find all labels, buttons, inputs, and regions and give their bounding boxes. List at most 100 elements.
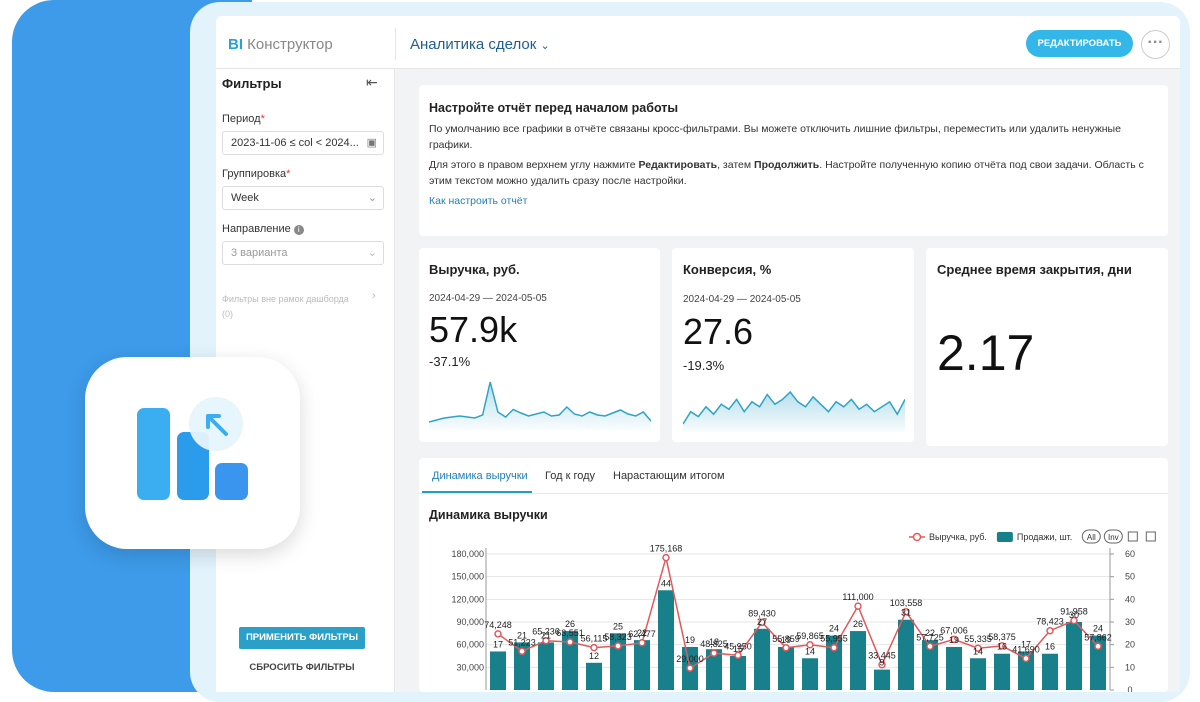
point-label: 62,477 (628, 629, 656, 639)
bar (490, 651, 506, 690)
bar-label: 14 (805, 646, 815, 656)
toolbox-icon (1128, 532, 1137, 541)
point (495, 631, 501, 637)
logo: BI Конструктор (228, 36, 333, 53)
sparkline (429, 378, 651, 430)
reset-button[interactable]: СБРОСИТЬ ФИЛЬТРЫ (239, 662, 365, 673)
bar (802, 658, 818, 690)
kpi-title: Конверсия, % (683, 262, 771, 277)
filter-select[interactable]: Week⌄ (222, 186, 384, 210)
point-label: 41,690 (1012, 645, 1040, 655)
bar (730, 656, 746, 690)
filter-value: Week (231, 192, 259, 204)
kpi-period: 2024-04-29 — 2024-05-05 (429, 293, 547, 304)
point (855, 603, 861, 609)
point (567, 639, 573, 645)
sparkline-area (429, 382, 651, 430)
filter-label-text: Группировка (222, 168, 286, 180)
filter-label: Период* (222, 113, 265, 125)
y-tick-label: 120,000 (451, 594, 484, 604)
kpi-value: 27.6 (683, 311, 753, 353)
bar (898, 620, 914, 690)
point (687, 665, 693, 671)
point (519, 648, 525, 654)
point (639, 640, 645, 646)
point (927, 643, 933, 649)
bar (754, 629, 770, 690)
point-label: 111,000 (842, 592, 873, 602)
app-icon-graphic (85, 357, 300, 549)
filter-value: 2023-11-06 ≤ col < 2024... (231, 137, 359, 149)
bar (778, 647, 794, 690)
kpi-title: Среднее время закрытия, дни (937, 262, 1132, 277)
y-tick-label: 180,000 (451, 549, 484, 559)
help-link[interactable]: Как настроить отчёт (429, 195, 527, 207)
text: , затем (717, 159, 754, 171)
outside-filters[interactable]: Фильтры вне рамок дашборда(0) (222, 292, 349, 322)
kpi-period: 2024-04-29 — 2024-05-05 (683, 294, 801, 305)
legend-label: Выручка, руб. (929, 532, 987, 542)
y2-tick-label: 10 (1125, 662, 1135, 672)
report-select[interactable]: Аналитика сделок ⌄ (410, 36, 550, 53)
legend-button-label: All (1087, 533, 1096, 542)
point-label: 45,950 (724, 641, 752, 651)
bar (970, 658, 986, 690)
filter-input[interactable]: 2023-11-06 ≤ col < 2024...▣ (222, 131, 384, 155)
app-icon (85, 357, 300, 549)
filter-label-text: Направление (222, 223, 291, 235)
info-text: Для этого в правом верхнем углу нажмите … (429, 157, 1159, 189)
logo-bi: BI (228, 36, 243, 53)
edit-button[interactable]: РЕДАКТИРОВАТЬ (1026, 30, 1133, 57)
bar-label: 25 (613, 621, 623, 631)
bar (538, 642, 554, 690)
sidebar-title: Фильтры (222, 76, 282, 91)
point-label: 175,168 (650, 544, 683, 554)
outside-count: (0) (222, 307, 349, 322)
point (1023, 656, 1029, 662)
bar-label: 44 (661, 578, 671, 588)
bar-label: 17 (493, 639, 503, 649)
more-button[interactable]: ··· (1141, 30, 1170, 59)
bar-label: 12 (589, 651, 599, 661)
point-label: 103,558 (890, 598, 923, 608)
outside-label: Фильтры вне рамок дашборда (222, 292, 349, 307)
y-tick-label: 30,000 (456, 662, 484, 672)
bold-text: Продолжить (754, 159, 819, 171)
chart: 30,00060,00090,000120,000150,000180,0000… (419, 458, 1168, 692)
filter-label: Группировка* (222, 168, 290, 180)
legend-swatch (997, 532, 1013, 542)
bar (1066, 622, 1082, 690)
y2-tick-label: 20 (1125, 640, 1135, 650)
bar (1042, 654, 1058, 690)
collapse-button[interactable]: ⇤ (366, 74, 378, 91)
kpi-value: 2.17 (937, 324, 1034, 382)
point (1095, 643, 1101, 649)
filter-select[interactable]: 3 варианта⌄ (222, 241, 384, 265)
y-tick-label: 60,000 (456, 640, 484, 650)
bar (658, 590, 674, 690)
point (1047, 628, 1053, 634)
bar (850, 631, 866, 690)
y2-tick-label: 30 (1125, 617, 1135, 627)
point (615, 643, 621, 649)
point (783, 645, 789, 651)
kpi-change: -37.1% (429, 354, 470, 369)
bold-text: Редактировать (639, 159, 718, 171)
point (591, 645, 597, 651)
point (663, 555, 669, 561)
required-mark: * (261, 113, 265, 125)
text: Для этого в правом верхнем углу нажмите (429, 159, 639, 171)
apply-button[interactable]: ПРИМЕНИТЬ ФИЛЬТРЫ (239, 627, 365, 649)
bar-label: 19 (949, 635, 959, 645)
bar (874, 670, 890, 690)
point-label: 58,375 (988, 632, 1016, 642)
point (711, 650, 717, 656)
bar (586, 663, 602, 690)
point-label: 51,223 (508, 637, 536, 647)
divider (395, 28, 396, 60)
chevron: › (372, 290, 376, 302)
report-name: Аналитика сделок (410, 36, 536, 53)
y2-tick-label: 0 (1127, 685, 1132, 692)
kpi-value: 57.9k (429, 309, 517, 351)
